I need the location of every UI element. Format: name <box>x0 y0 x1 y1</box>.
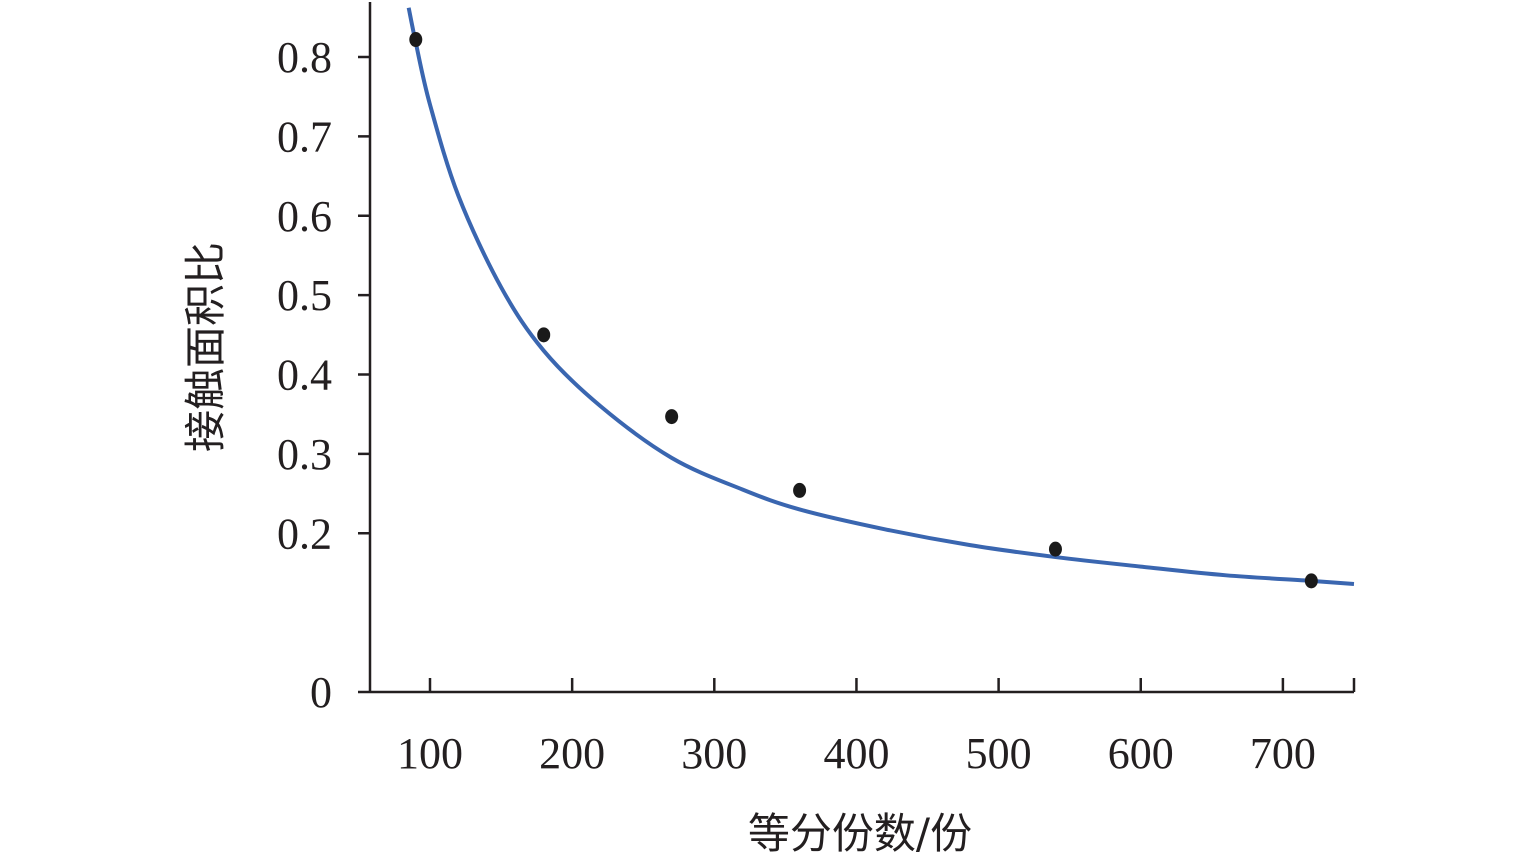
data-point <box>793 482 807 498</box>
y-tick-label: 0.3 <box>277 430 332 479</box>
y-tick-label: 0 <box>310 668 332 717</box>
fit-curve <box>406 7 1355 587</box>
x-tick-label: 300 <box>681 729 747 778</box>
data-point <box>1304 573 1318 589</box>
x-tick-label: 200 <box>539 729 605 778</box>
y-tick-label: 0.8 <box>277 33 332 82</box>
x-ticks: 100 200 300 400 500 600 700 <box>397 678 1356 778</box>
x-tick-label: 400 <box>823 729 889 778</box>
data-points <box>409 32 1318 589</box>
x-tick-label: 100 <box>397 729 463 778</box>
x-tick-label: 600 <box>1108 729 1174 778</box>
x-axis-title: 等分份数/份 <box>748 809 972 856</box>
x-tick-label: 700 <box>1250 729 1316 778</box>
data-point <box>409 32 423 48</box>
data-point <box>537 327 551 343</box>
y-axis-title: 接触面积比 <box>181 242 230 452</box>
y-ticks: 0 0.2 0.3 0.4 0.5 0.6 0.7 0.8 <box>277 33 370 717</box>
y-tick-label: 0.4 <box>277 351 332 400</box>
y-tick-label: 0.2 <box>277 509 332 558</box>
data-point <box>665 409 679 425</box>
data-point <box>1048 541 1062 557</box>
x-tick-label: 500 <box>966 729 1032 778</box>
y-tick-label: 0.5 <box>277 271 332 320</box>
y-tick-label: 0.6 <box>277 192 332 241</box>
y-tick-label: 0.7 <box>277 112 332 161</box>
axes <box>368 2 1354 694</box>
